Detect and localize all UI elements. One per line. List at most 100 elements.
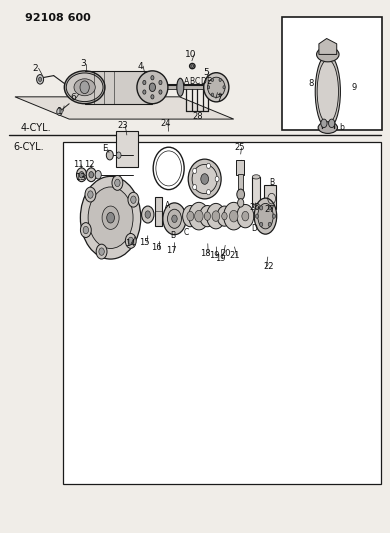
Circle shape: [151, 95, 154, 99]
Ellipse shape: [254, 198, 277, 234]
Text: 19: 19: [215, 254, 225, 263]
Polygon shape: [152, 85, 220, 90]
Text: 28: 28: [192, 112, 203, 121]
Text: B: B: [189, 77, 195, 86]
Circle shape: [83, 227, 89, 234]
Circle shape: [268, 206, 271, 210]
Circle shape: [168, 209, 181, 228]
Circle shape: [88, 187, 133, 248]
Circle shape: [80, 176, 141, 259]
Text: 6-CYL.: 6-CYL.: [13, 142, 44, 152]
Circle shape: [219, 78, 222, 82]
Text: 8: 8: [308, 79, 314, 88]
Circle shape: [115, 179, 120, 187]
Circle shape: [207, 189, 211, 195]
Circle shape: [207, 204, 225, 229]
Circle shape: [321, 119, 327, 127]
Text: 16: 16: [151, 244, 161, 253]
Circle shape: [255, 214, 259, 218]
Circle shape: [219, 93, 222, 96]
Ellipse shape: [190, 63, 195, 69]
Circle shape: [80, 223, 91, 238]
Circle shape: [125, 233, 136, 248]
Text: 6: 6: [70, 93, 76, 102]
Ellipse shape: [318, 122, 337, 133]
Ellipse shape: [192, 165, 217, 193]
Text: 10: 10: [185, 50, 197, 59]
Circle shape: [195, 211, 203, 222]
Text: 24: 24: [160, 119, 171, 128]
Text: 26: 26: [249, 203, 260, 212]
Ellipse shape: [188, 159, 221, 199]
Ellipse shape: [177, 78, 184, 96]
Circle shape: [215, 176, 219, 182]
Polygon shape: [15, 97, 234, 119]
Circle shape: [102, 206, 119, 229]
Polygon shape: [319, 38, 337, 54]
Circle shape: [159, 90, 162, 94]
Circle shape: [142, 206, 154, 223]
Circle shape: [85, 187, 96, 202]
Text: 9: 9: [351, 83, 356, 92]
Circle shape: [242, 212, 249, 221]
Circle shape: [268, 222, 271, 227]
Bar: [252, 177, 260, 206]
Circle shape: [329, 119, 335, 127]
Circle shape: [95, 171, 101, 179]
Ellipse shape: [252, 175, 260, 179]
Text: 5: 5: [203, 68, 209, 77]
Bar: [155, 197, 163, 225]
Circle shape: [207, 86, 210, 89]
Bar: [115, 131, 138, 167]
Circle shape: [212, 211, 220, 221]
Circle shape: [222, 213, 227, 220]
Ellipse shape: [137, 71, 168, 104]
Ellipse shape: [317, 60, 339, 123]
Ellipse shape: [66, 73, 103, 102]
Circle shape: [229, 211, 238, 222]
Circle shape: [217, 206, 232, 226]
Circle shape: [37, 75, 44, 84]
Text: 25: 25: [234, 143, 245, 152]
Circle shape: [80, 81, 89, 94]
Ellipse shape: [74, 79, 95, 96]
Text: 14: 14: [125, 239, 135, 248]
Text: D: D: [252, 224, 257, 233]
Circle shape: [128, 192, 139, 207]
Text: 4: 4: [137, 62, 143, 70]
Text: 11: 11: [74, 160, 84, 169]
Ellipse shape: [64, 71, 105, 104]
Text: 3: 3: [80, 60, 85, 68]
Circle shape: [211, 78, 214, 82]
Bar: [264, 185, 277, 209]
Bar: [63, 142, 381, 484]
Text: E: E: [206, 77, 211, 86]
Text: A: A: [165, 201, 170, 210]
Text: C: C: [184, 228, 189, 237]
Text: b: b: [339, 123, 344, 132]
Text: 12: 12: [84, 160, 95, 169]
Text: 23: 23: [118, 122, 128, 131]
Text: 15: 15: [139, 238, 150, 247]
Circle shape: [207, 163, 211, 168]
Text: 17: 17: [167, 246, 177, 255]
Ellipse shape: [258, 204, 273, 229]
Circle shape: [145, 211, 151, 218]
Circle shape: [149, 83, 156, 92]
Circle shape: [189, 203, 209, 230]
Text: A: A: [184, 77, 189, 86]
Text: 2: 2: [33, 64, 38, 72]
Circle shape: [116, 152, 121, 158]
Circle shape: [131, 196, 136, 204]
Circle shape: [172, 215, 177, 222]
Circle shape: [86, 168, 96, 182]
Circle shape: [193, 184, 197, 190]
Circle shape: [200, 206, 215, 227]
Ellipse shape: [315, 54, 340, 128]
Circle shape: [143, 80, 146, 85]
Text: 92108 600: 92108 600: [25, 13, 90, 23]
Text: 13: 13: [75, 173, 86, 182]
Circle shape: [223, 203, 244, 230]
Circle shape: [211, 93, 214, 96]
Circle shape: [39, 77, 42, 82]
